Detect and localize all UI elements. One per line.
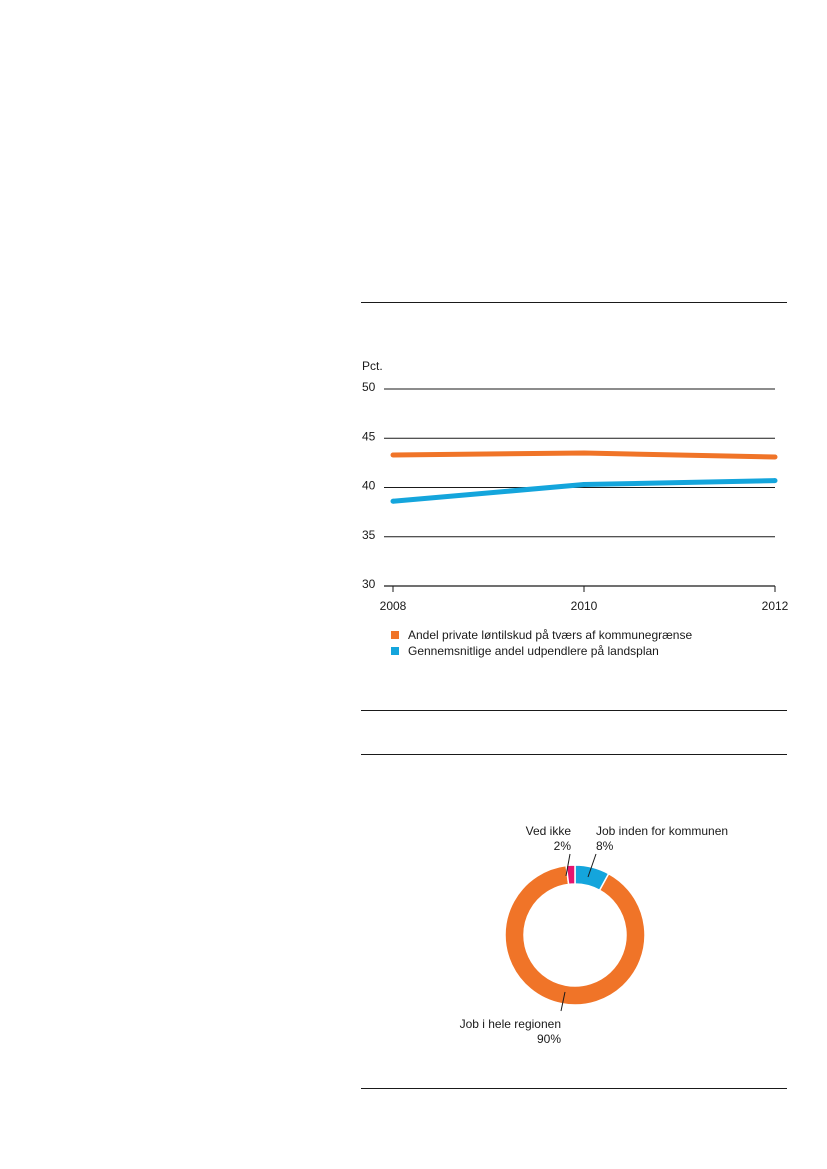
x-tick-label-2012: 2012 [762,599,789,613]
data-point-0-0 [390,452,396,458]
data-point-1-2 [772,478,778,484]
y-tick-label-30: 30 [362,577,376,591]
donut-slice-1 [504,864,646,1006]
top-rule-chart-1 [361,302,787,303]
data-point-1-0 [390,498,396,504]
legend-label-blue: Gennemsnitlige andel udpendlere på lands… [408,644,659,658]
y-tick-label-50: 50 [362,380,376,394]
y-tick-label-40: 40 [362,479,376,493]
y-tick-label-45: 45 [362,429,376,443]
legend-swatch-orange [391,631,399,639]
donut-value-0: 8% [596,839,614,853]
donut-slice-2 [565,864,576,886]
data-point-0-1 [581,450,587,456]
legend-label-orange: Andel private løntilskud på tværs af kom… [408,628,693,642]
donut-leader-0 [587,853,597,878]
donut-leader-2 [565,853,571,877]
donut-label-1: Job i hele regionen [460,1017,561,1031]
bottom-rule-chart-1 [361,710,787,711]
y-axis-label: Pct. [362,359,383,373]
donut-value-2: 2% [554,839,572,853]
bottom-rule-chart-2 [361,1088,787,1089]
donut-value-1: 90% [537,1032,561,1046]
y-tick-label-35: 35 [362,528,376,542]
x-tick-label-2008: 2008 [380,599,407,613]
donut-label-2: Ved ikke [526,824,572,838]
x-tick-label-2010: 2010 [571,599,598,613]
legend-swatch-blue [391,647,399,655]
line-chart: Pct. 30 35 40 45 50 2008 2010 2012 [362,359,789,613]
top-rule-chart-2 [361,754,787,755]
data-point-1-1 [581,482,587,488]
data-point-0-2 [772,454,778,460]
donut-leader-1 [560,991,566,1012]
donut-label-0: Job inden for kommunen [596,824,728,838]
